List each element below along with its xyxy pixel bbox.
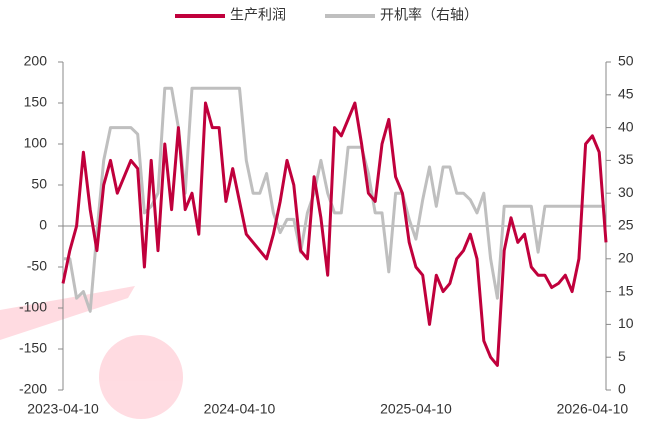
- y-tick-label: 50: [31, 176, 47, 192]
- watermark-circle: [99, 335, 183, 419]
- y2-tick-label: 40: [618, 118, 634, 134]
- y-tick-label: -150: [19, 340, 47, 356]
- y2-tick-label: 25: [618, 217, 634, 233]
- y-tick-label: 150: [24, 94, 48, 110]
- y-tick-label: 0: [39, 217, 47, 233]
- y-tick-label: 200: [24, 53, 48, 69]
- y2-tick-label: 10: [618, 315, 634, 331]
- x-tick-label: 2023-04-10: [27, 401, 99, 417]
- y2-tick-label: 20: [618, 250, 634, 266]
- x-tick-label: 2025-04-10: [380, 401, 452, 417]
- y2-tick-label: 35: [618, 151, 634, 167]
- legend-label: 生产利润: [230, 7, 286, 23]
- y-tick-label: -50: [27, 258, 47, 274]
- x-tick-label: 2026-04-10: [557, 401, 629, 417]
- watermark: [0, 286, 183, 419]
- x-tick-label: 2024-04-10: [204, 401, 276, 417]
- watermark-stripe: [0, 286, 135, 340]
- legend-label: 开机率（右轴）: [380, 7, 478, 23]
- y2-tick-label: 45: [618, 86, 634, 102]
- y-tick-label: -200: [19, 381, 47, 397]
- series-line: [63, 86, 606, 313]
- y2-tick-label: 50: [618, 53, 634, 69]
- y-tick-label: -100: [19, 299, 47, 315]
- y2-tick-label: 30: [618, 184, 634, 200]
- y2-tick-label: 5: [618, 348, 626, 364]
- y-tick-label: 100: [24, 135, 48, 151]
- y2-tick-label: 15: [618, 282, 634, 298]
- y2-tick-label: 0: [618, 381, 626, 397]
- series-line: [61, 101, 608, 367]
